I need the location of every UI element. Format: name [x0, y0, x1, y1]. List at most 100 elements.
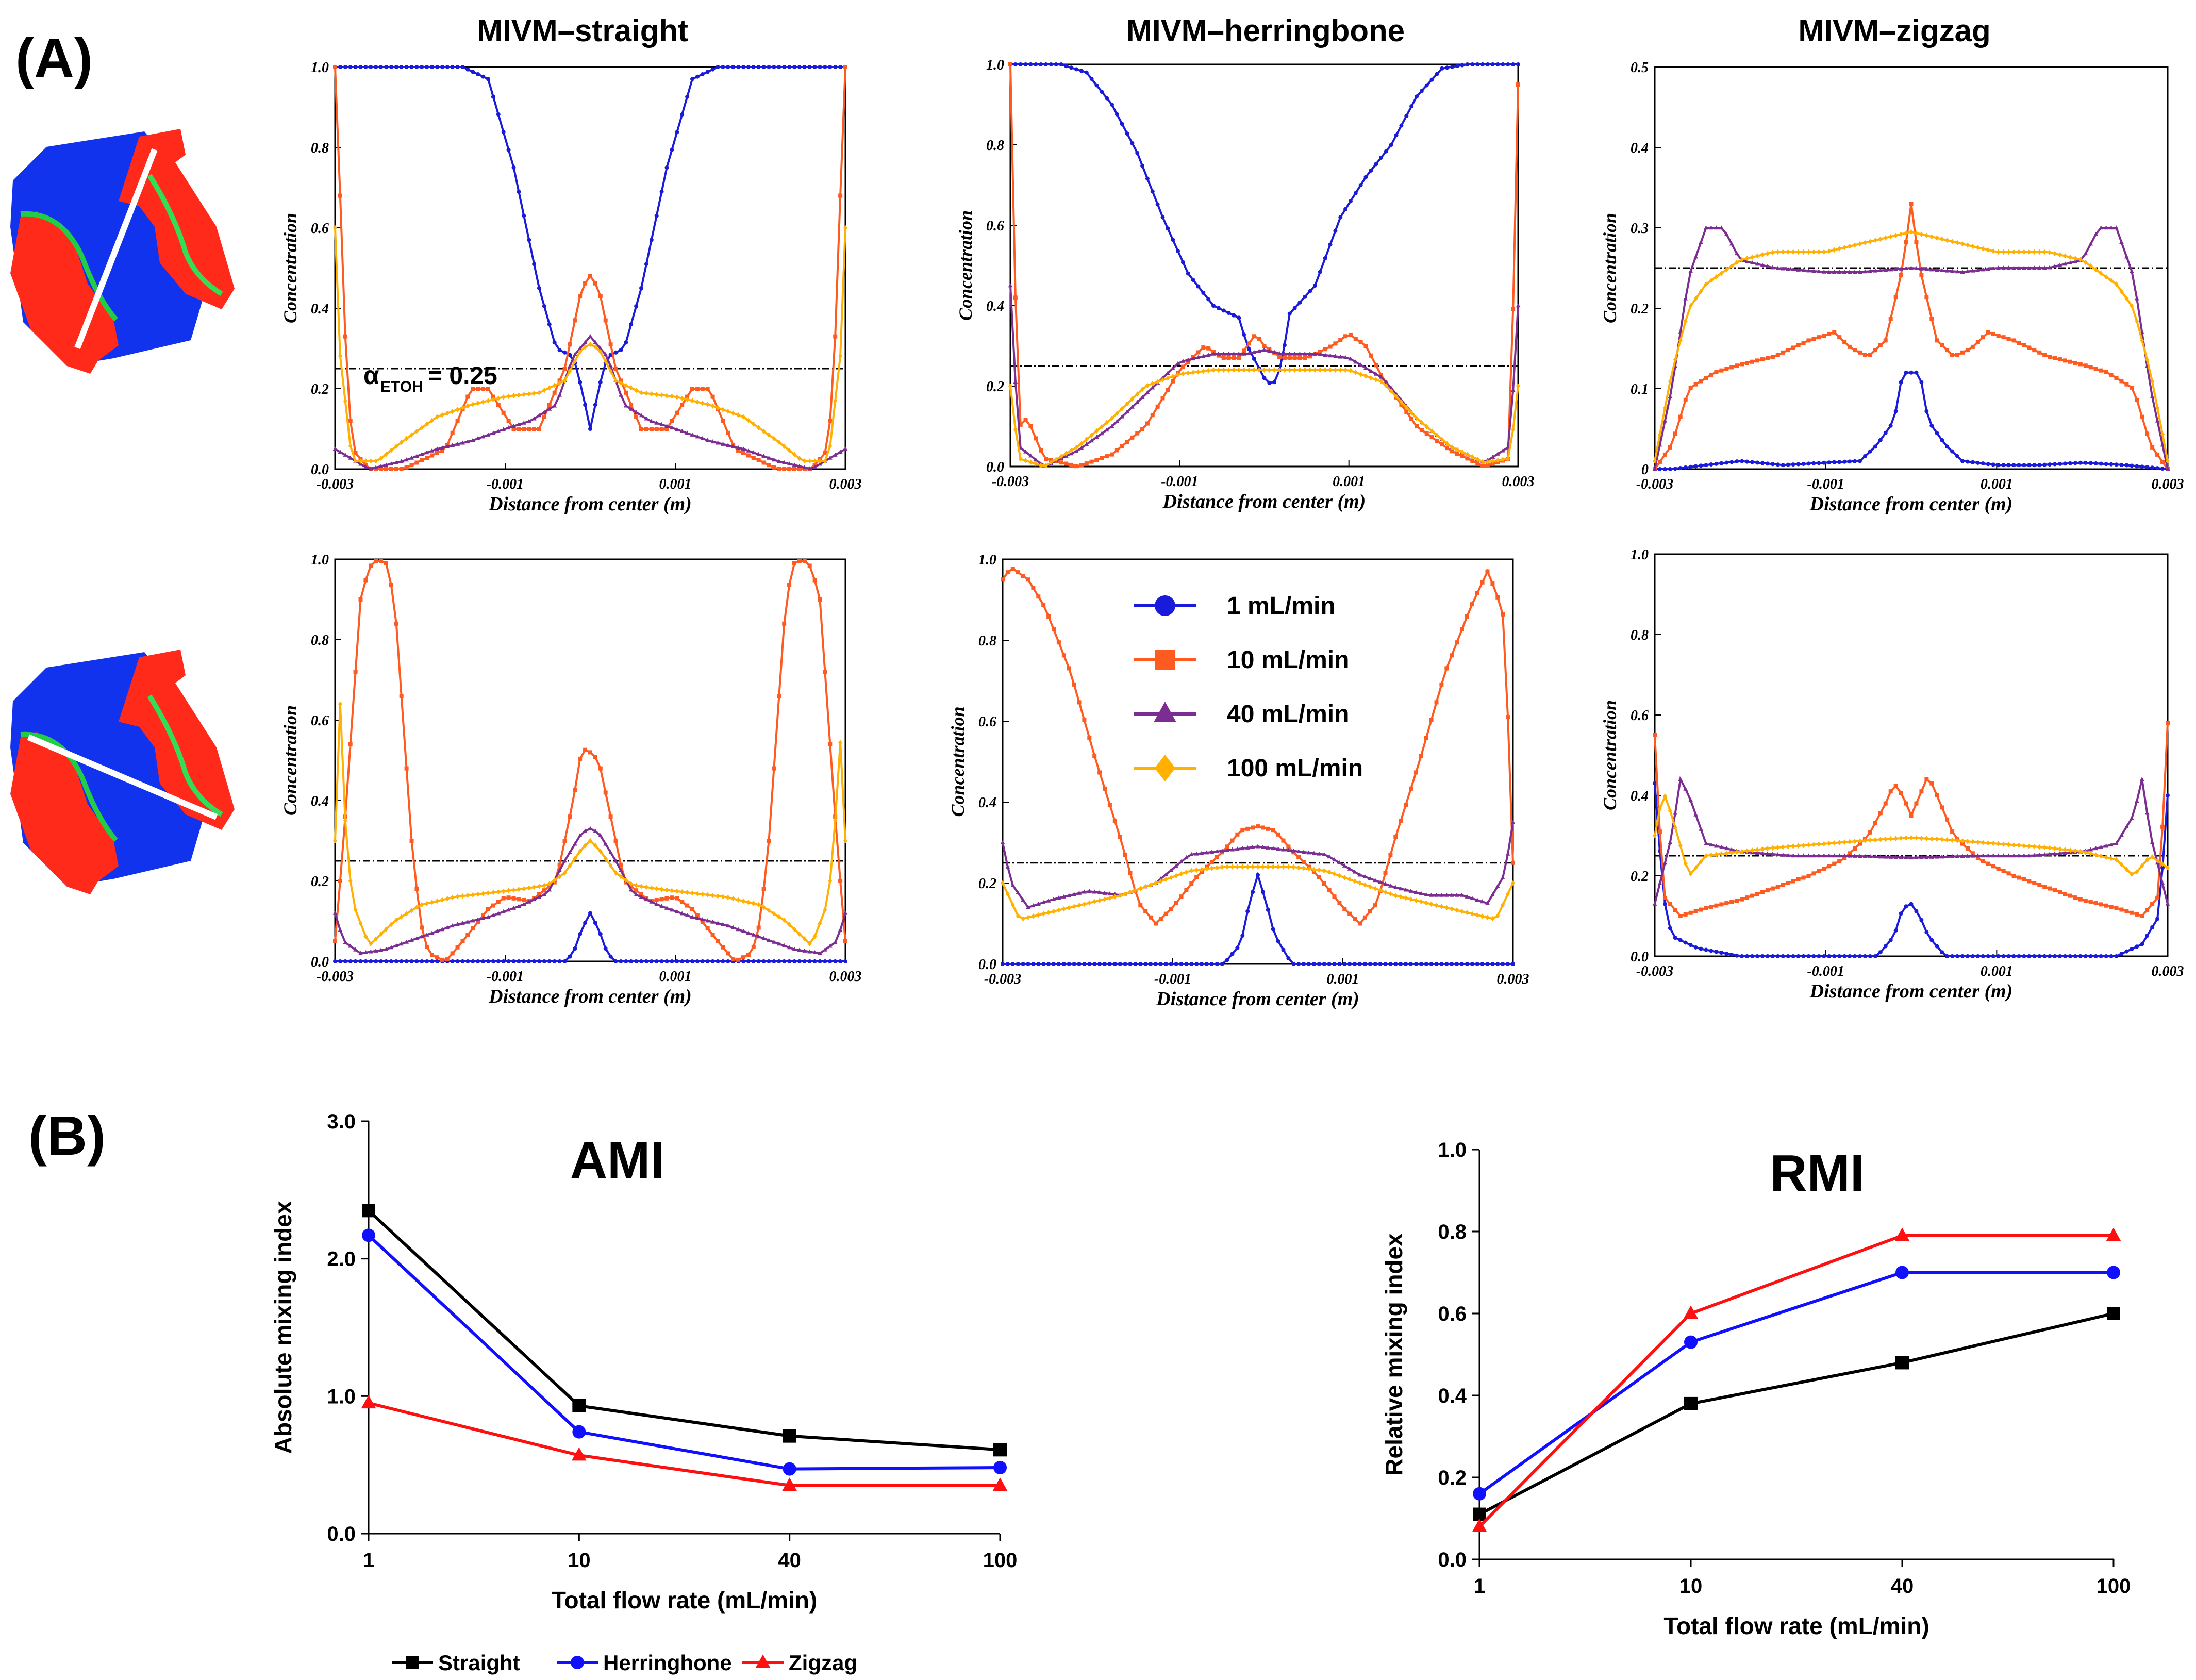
- data-point: [1180, 260, 1185, 264]
- data-point: [374, 936, 378, 942]
- data-point: [828, 443, 833, 449]
- data-point: [1130, 404, 1135, 409]
- data-point: [1490, 458, 1495, 464]
- data-point: [634, 409, 639, 414]
- data-point: [425, 456, 429, 460]
- data-point: [1996, 853, 2001, 858]
- data-point: [1511, 62, 1516, 66]
- data-point: [679, 911, 685, 916]
- data-point: [2099, 270, 2103, 276]
- data-point: [578, 849, 583, 854]
- data-point: [1673, 431, 1677, 436]
- data-point: [1118, 835, 1122, 840]
- data-point: [2166, 721, 2170, 725]
- data-point: [333, 939, 337, 943]
- data-point: [1693, 254, 1698, 259]
- data-point: [1099, 431, 1104, 436]
- data-point: [603, 352, 608, 356]
- data-point: [491, 890, 495, 895]
- data-point: [1811, 269, 1816, 273]
- data-point: [624, 340, 628, 345]
- data-point: [1072, 682, 1076, 687]
- data-point: [756, 425, 761, 430]
- data-point: [1434, 962, 1439, 966]
- data-point: [2032, 249, 2037, 255]
- data-point: [552, 390, 557, 395]
- data-point: [1368, 884, 1372, 890]
- data-point: [2042, 954, 2047, 958]
- legend-a-item: 100 mL/min: [1134, 755, 1363, 782]
- data-point: [1924, 295, 1929, 300]
- x-tick-label: -0.001: [1807, 476, 1844, 492]
- data-point: [639, 959, 643, 963]
- data-point: [471, 70, 475, 74]
- data-point: [1221, 367, 1226, 373]
- data-point: [1744, 259, 1750, 263]
- data-point: [1888, 423, 1893, 428]
- data-point: [1429, 77, 1434, 82]
- data-point: [1074, 448, 1079, 453]
- data-point: [1822, 954, 1826, 958]
- data-point: [1415, 415, 1419, 421]
- data-point: [1358, 340, 1363, 344]
- data-point: [2093, 231, 2099, 236]
- data-point: [1991, 331, 1995, 336]
- data-point: [654, 902, 659, 906]
- data-point: [1140, 427, 1145, 431]
- data-point: [1034, 461, 1038, 467]
- data-point: [532, 390, 537, 396]
- data-point: [2119, 289, 2124, 294]
- data-point: [1189, 852, 1194, 856]
- data-point: [1842, 853, 1847, 858]
- data-point: [1388, 853, 1393, 857]
- data-point: [1883, 836, 1888, 842]
- data-point: [1944, 854, 1950, 859]
- data-point: [1940, 343, 1944, 347]
- data-point: [2130, 303, 2134, 309]
- data-point: [511, 896, 516, 901]
- data-point: [537, 894, 542, 899]
- data-point: [2150, 465, 2155, 470]
- data-point: [1475, 456, 1480, 462]
- data-point: [1449, 892, 1454, 897]
- data-point: [838, 740, 843, 745]
- data-point: [1853, 838, 1857, 844]
- data-point: [2088, 365, 2093, 370]
- data-point: [1719, 851, 1724, 857]
- data-point: [695, 916, 700, 920]
- data-point: [1914, 801, 1919, 806]
- data-point: [2073, 848, 2077, 854]
- data-point: [1010, 883, 1016, 887]
- data-point: [670, 393, 674, 400]
- data-point: [2042, 249, 2047, 255]
- data-point: [1684, 1396, 1698, 1410]
- data-point: [818, 920, 822, 926]
- data-point: [1008, 283, 1013, 288]
- data-point: [705, 387, 710, 391]
- data-point: [644, 884, 648, 890]
- data-point: [700, 959, 705, 963]
- data-point: [1734, 251, 1739, 256]
- data-point: [583, 843, 588, 849]
- x-tick-label: 0.001: [1981, 963, 2013, 979]
- data-point: [511, 887, 516, 893]
- data-point: [475, 917, 480, 922]
- data-point: [843, 939, 847, 943]
- data-point: [1848, 954, 1852, 958]
- data-point: [2006, 337, 2011, 341]
- data-point: [2048, 954, 2052, 958]
- data-point: [2048, 462, 2052, 467]
- y-tick-label: 0.0: [311, 462, 329, 478]
- data-point: [710, 892, 715, 899]
- data-point: [1683, 940, 1688, 945]
- data-point: [1230, 864, 1235, 870]
- data-point: [1909, 835, 1914, 841]
- data-point: [455, 65, 460, 69]
- data-point: [450, 959, 455, 963]
- data-point: [1373, 903, 1377, 908]
- data-point: [1832, 954, 1837, 958]
- data-point: [1919, 380, 1924, 385]
- data-point: [588, 427, 592, 431]
- data-point: [1245, 845, 1250, 850]
- data-point: [1868, 954, 1872, 958]
